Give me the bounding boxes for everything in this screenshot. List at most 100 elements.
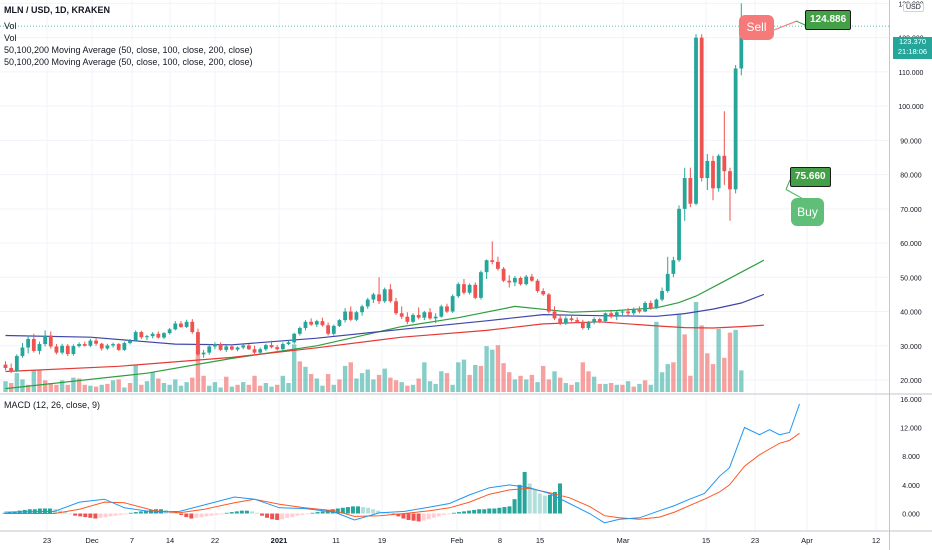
volume-bar [620,384,625,392]
candle-body [31,338,36,351]
candle-body [269,345,274,348]
volume-bar [156,378,161,392]
macd-histogram-bar [280,513,285,520]
volume-bar [676,314,682,392]
candle-body [541,291,546,295]
candle-body [252,349,257,353]
volume-bar [224,376,229,392]
volume-bar [184,382,189,392]
macd-histogram-bar [275,513,280,520]
candle-body [60,345,64,353]
moving-average-line-200 [5,321,764,373]
macd-histogram-bar [234,511,239,514]
volume-bar [580,362,586,392]
buy-bubble: Buy [791,198,824,226]
macd-histogram-bar [143,510,148,514]
macd-histogram-bar [542,495,547,514]
candle-body [716,155,721,189]
candle-body [603,313,608,322]
price-tick-label: 30.000 [900,344,922,351]
time-tick-label: 23 [751,536,759,545]
volume-bar [450,384,455,392]
last-price-value: 123.370 [898,37,927,46]
candle-body [467,284,472,293]
macd-histogram-bar [73,513,78,516]
candle-body [535,280,540,292]
candle-body [365,299,370,307]
candles [0,3,889,374]
macd-histogram-bar [406,513,411,520]
macd-histogram-bar [133,512,138,514]
macd-histogram-bar [532,489,537,514]
volume-bar [739,370,744,392]
candle-body [263,345,268,350]
macd-histogram-bar [366,507,371,514]
volume-bar [535,382,540,392]
time-tick-label: Mar [617,536,630,545]
volume-bar [727,332,733,392]
time-tick-label: Apr [801,536,813,545]
volume-bar [371,379,376,392]
moving-average-legend-1: 50,100,200 Moving Average (50, close, 10… [4,45,253,55]
macd-histogram-bar [396,513,401,517]
macd-histogram-bar [487,508,492,514]
macd-histogram-bar [138,511,143,514]
candle-body [314,321,319,325]
macd-histogram-bar [356,506,360,514]
volume-bar [252,375,257,392]
volume-bar [286,383,291,392]
volume-bar [405,385,410,392]
candle-body [286,342,291,345]
volume-bar [603,383,608,392]
volume-bar [337,379,342,392]
candle-body [190,321,195,333]
macd-histogram-bar [391,513,396,515]
macd-histogram-bar [371,509,376,514]
volume-bar [235,384,240,392]
candle-body [733,68,738,190]
volume-bar [529,374,535,392]
macd-histogram-bar [350,506,355,514]
volume-bar [541,365,546,392]
time-tick-label: 7 [130,536,134,545]
candle-body [705,160,710,179]
macd-histogram-bar [255,512,259,514]
macd-histogram-bar [290,513,295,518]
candle-body [501,268,506,281]
macd-histogram-bar [184,513,189,518]
candle-body [518,277,523,285]
candle-body [37,344,42,351]
volume-bar [342,365,348,392]
currency-label[interactable]: USD [903,3,924,12]
macd-signal-line [4,432,800,520]
high-price-flag: 124.886 [805,10,852,30]
macd-histogram-bar [320,511,325,514]
macd-histogram-bar [108,513,113,517]
candle-body [94,340,98,344]
macd-histogram-bar [249,511,254,514]
macd-histogram-bar [103,513,108,518]
macd-histogram-bar [199,513,204,518]
volume-bar [416,378,421,392]
time-tick-label: Feb [451,536,464,545]
macd-histogram-bar [457,512,461,514]
time-tick-label: 15 [702,536,710,545]
candle-body [694,37,698,204]
volume-bar [25,384,31,392]
volume-bar [150,372,155,392]
candle-body [224,346,229,350]
candle-body [609,313,614,317]
volume-bar [574,382,580,392]
candle-body [150,333,155,337]
time-tick-label: 19 [378,536,386,545]
macd-histogram-bar [209,513,214,516]
macd-histogram-bar [472,509,477,514]
price-tick-label: 110.000 [899,70,924,77]
candle-body [292,333,297,343]
macd-histogram-bar [517,484,522,514]
volume-bar [14,373,20,392]
candle-body [592,319,597,323]
volume-bar [365,369,370,392]
volume-bar [42,380,48,392]
